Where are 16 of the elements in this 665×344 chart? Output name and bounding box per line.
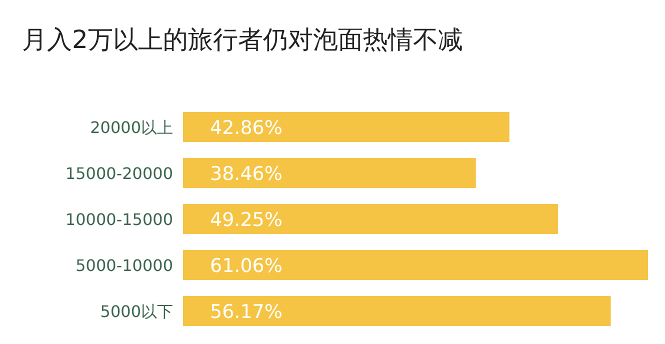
bar — [183, 158, 476, 188]
data-label: 61.06% — [210, 255, 282, 277]
data-label: 42.86% — [210, 117, 282, 139]
y-tick-label: 10000-15000 — [65, 210, 173, 229]
bar — [183, 296, 611, 326]
y-tick-label: 15000-20000 — [65, 164, 173, 183]
bar — [183, 204, 558, 234]
y-tick-label: 5000-10000 — [76, 256, 173, 275]
data-label: 49.25% — [210, 209, 282, 231]
data-label: 38.46% — [210, 163, 282, 185]
bar — [183, 112, 510, 142]
data-label: 56.17% — [210, 301, 282, 323]
bar — [183, 250, 648, 280]
y-tick-label: 20000以上 — [90, 118, 173, 137]
y-tick-label: 5000以下 — [100, 302, 173, 321]
chart-title: 月入2万以上的旅行者仍对泡面热情不减 — [22, 25, 463, 54]
